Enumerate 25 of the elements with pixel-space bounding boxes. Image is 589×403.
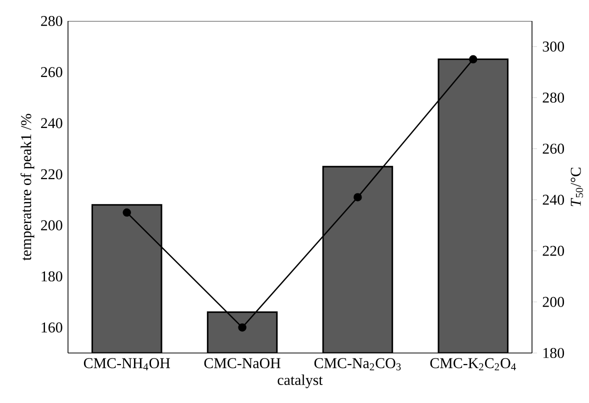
- x-tick-label: CMC-K$_{2}$C$_{2}$O$_{4}$: [430, 358, 516, 370]
- y2-tick-label: 280: [542, 92, 564, 103]
- y2-axis-title: T$_{50}$/°C: [570, 168, 583, 206]
- x-tick-label: CMC-NH$_{4}$OH: [84, 358, 170, 370]
- y-tick-label: 260: [41, 67, 62, 78]
- y-tick-label: 200: [41, 220, 62, 230]
- x-axis-title: catalyst: [278, 374, 323, 388]
- y-axis-title: temperature of peak1 /%: [20, 114, 34, 261]
- y2-tick-label: 220: [542, 246, 564, 256]
- y-tick-label: 220: [41, 169, 62, 180]
- y2-tick-label: 260: [542, 144, 564, 154]
- point: [354, 193, 362, 202]
- x-tick-label: CMC-NaOH: [204, 358, 280, 368]
- point: [238, 323, 246, 332]
- y2-tick-label: 240: [542, 194, 564, 205]
- point: [122, 208, 132, 217]
- y2-tick-label: 200: [542, 296, 564, 307]
- y-tick-label: 240: [41, 118, 62, 128]
- y2-tick-label: 300: [542, 41, 564, 52]
- point: [469, 55, 478, 64]
- y-tick-label: 280: [41, 16, 62, 26]
- y2-tick-label: 180: [543, 348, 564, 358]
- x-tick-label: CMC-Na$_{2}$CO$_{3}$: [314, 358, 401, 370]
- y-tick-label: 160: [42, 322, 62, 332]
- y-tick-label: 180: [42, 271, 62, 282]
